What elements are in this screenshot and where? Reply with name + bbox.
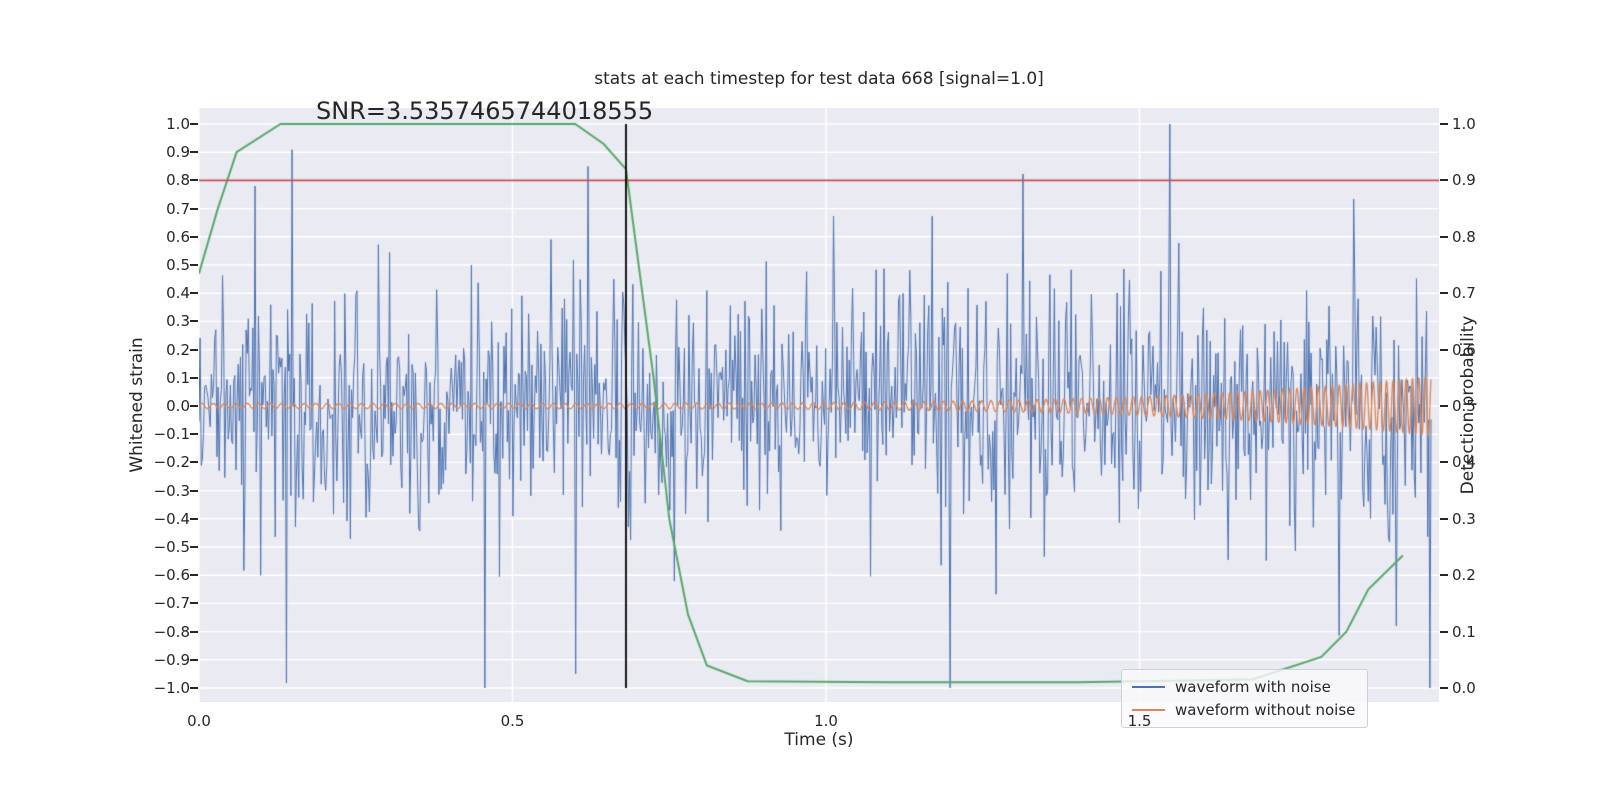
- y-right-tick-label: 0.0: [1452, 679, 1476, 697]
- tick-mark: [1440, 405, 1448, 407]
- y-left-tick-label: 1.0: [166, 115, 190, 133]
- y-right-tick-label: 0.4: [1452, 453, 1476, 472]
- y-left-tick-label: −0.6: [153, 566, 190, 585]
- x-tick-label: 0.0: [187, 712, 211, 730]
- legend-label: waveform without noise: [1175, 700, 1356, 719]
- tick-mark: [190, 179, 198, 182]
- plot-area: [199, 108, 1439, 702]
- tick-mark: [190, 517, 198, 520]
- tick-mark: [1440, 179, 1448, 182]
- y-right-tick-label: 0.2: [1452, 566, 1476, 585]
- y-left-tick-label: −0.7: [153, 594, 190, 613]
- chart-title: stats at each timestep for test data 668…: [594, 69, 1044, 89]
- tick-mark: [190, 489, 198, 492]
- y-left-tick-label: −0.2: [153, 453, 190, 472]
- y-left-tick-label: −0.3: [153, 481, 190, 500]
- y-right-tick-label: 0.8: [1452, 227, 1476, 246]
- tick-mark: [190, 687, 198, 689]
- y-right-tick-label: 0.3: [1452, 509, 1476, 528]
- tick-mark: [190, 405, 198, 407]
- tick-mark: [190, 348, 198, 351]
- tick-mark: [190, 658, 198, 661]
- tick-mark: [190, 630, 198, 633]
- tick-mark: [190, 433, 198, 436]
- y-left-tick-label: 0.8: [166, 171, 190, 190]
- tick-mark: [1440, 461, 1448, 464]
- y-left-tick-label: 0.7: [166, 199, 190, 218]
- tick-mark: [1440, 235, 1448, 238]
- y-left-tick-label: −0.4: [153, 509, 190, 528]
- y-left-tick-label: 0.4: [166, 284, 190, 303]
- legend-label: waveform with noise: [1175, 677, 1331, 696]
- y-right-tick-label: 0.9: [1452, 171, 1476, 190]
- y-left-tick-label: 0.9: [166, 143, 190, 162]
- x-axis-label: Time (s): [784, 730, 854, 750]
- x-tick-label: 0.5: [500, 712, 525, 730]
- tick-mark: [190, 151, 198, 154]
- y-left-tick-label: 0.2: [166, 340, 190, 359]
- y-left-tick-label: 0.0: [166, 397, 190, 415]
- snr-annotation: SNR=3.5357465744018555: [316, 97, 654, 125]
- y-left-tick-label: 0.3: [166, 312, 190, 331]
- y-left-tick-label: 0.1: [166, 368, 190, 387]
- x-tick-label: 1.0: [814, 712, 838, 730]
- plot-canvas: [199, 108, 1439, 702]
- y-left-tick-label: −0.8: [153, 622, 190, 641]
- y-right-tick-label: 0.6: [1452, 340, 1476, 359]
- y-left-tick-label: −1.0: [153, 679, 190, 697]
- y-right-tick-label: 1.0: [1452, 115, 1476, 133]
- tick-mark: [1440, 574, 1448, 577]
- tick-mark: [190, 320, 198, 323]
- tick-mark: [190, 546, 198, 548]
- legend: waveform with noise waveform without noi…: [1121, 669, 1369, 728]
- tick-mark: [190, 376, 198, 379]
- y-left-tick-label: −0.5: [153, 538, 190, 556]
- tick-mark: [190, 207, 198, 210]
- tick-mark: [1440, 630, 1448, 633]
- y-left-tick-label: −0.9: [153, 650, 190, 669]
- tick-mark: [190, 602, 198, 605]
- tick-mark: [1440, 292, 1448, 295]
- legend-item-clean: waveform without noise: [1132, 698, 1355, 721]
- tick-mark: [190, 292, 198, 295]
- legend-item-noise: waveform with noise: [1132, 675, 1355, 698]
- x-tick-label: 1.5: [1127, 712, 1152, 730]
- tick-mark: [190, 461, 198, 464]
- y-right-tick-label: 0.5: [1452, 397, 1476, 415]
- legend-line-swatch-blue: [1132, 685, 1165, 688]
- tick-mark: [1440, 348, 1448, 351]
- tick-mark: [190, 235, 198, 238]
- tick-mark: [1440, 687, 1448, 689]
- y-left-tick-label: 0.6: [166, 227, 190, 246]
- tick-mark: [1440, 517, 1448, 520]
- tick-mark: [190, 264, 198, 266]
- tick-mark: [190, 123, 198, 125]
- tick-mark: [1440, 123, 1448, 125]
- tick-mark: [190, 574, 198, 577]
- y-right-tick-label: 0.1: [1452, 622, 1476, 641]
- y-left-tick-label: 0.5: [166, 256, 190, 274]
- y-right-tick-label: 0.7: [1452, 284, 1476, 303]
- y-left-tick-label: −0.1: [153, 425, 190, 444]
- legend-line-swatch-orange: [1132, 708, 1165, 711]
